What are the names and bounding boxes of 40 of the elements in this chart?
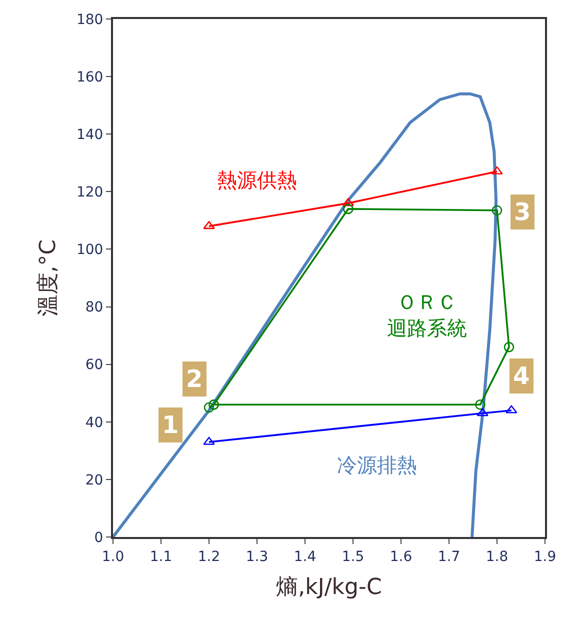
x-axis-title: 熵,kJ/kg-C — [276, 575, 382, 600]
annotation: 1 — [162, 411, 179, 439]
point — [506, 405, 518, 414]
point — [491, 166, 503, 174]
series-label: ＯＲＣ迴路系統 — [387, 290, 467, 340]
series-label: 熱源供熱 — [217, 168, 297, 192]
y-tick-label: 40 — [85, 414, 104, 431]
y-tick-label: 20 — [85, 472, 104, 488]
y-tick-label: 140 — [76, 127, 104, 144]
point — [343, 204, 354, 214]
x-tick-label: 1.4 — [294, 548, 316, 565]
x-tick-label: 1.6 — [390, 548, 412, 565]
point — [203, 221, 215, 230]
x-tick-label: 1.7 — [438, 548, 460, 565]
x-tick-label: 1.0 — [102, 548, 124, 565]
point — [492, 205, 502, 216]
y-axis-title: 溫度,°C — [36, 239, 61, 317]
x-tick-label: 1.9 — [534, 548, 556, 565]
y-tick-label: 60 — [85, 357, 104, 374]
y-tick-label: 160 — [76, 69, 104, 86]
x-tick-label: 1.1 — [150, 548, 172, 565]
y-tick-label: 100 — [76, 242, 104, 258]
point — [204, 402, 214, 413]
y-tick-label: 180 — [76, 12, 104, 28]
y-tick-label: 80 — [85, 300, 104, 316]
x-tick-label: 1.8 — [486, 548, 508, 565]
point — [476, 408, 488, 416]
point — [203, 436, 215, 445]
series-label: 冷源排熱 — [337, 453, 417, 477]
x-tick-label: 1.5 — [342, 548, 364, 565]
point — [504, 342, 514, 352]
x-tick-label: 1.3 — [246, 548, 268, 565]
annotation: 4 — [513, 362, 530, 390]
line-series — [113, 92, 498, 537]
point — [475, 399, 486, 410]
x-tick-label: 1.2 — [198, 548, 220, 565]
y-tick-label: 0 — [94, 530, 104, 546]
y-tick-label: 120 — [76, 184, 104, 201]
annotation: 3 — [514, 198, 531, 226]
annotation: 2 — [186, 365, 203, 393]
